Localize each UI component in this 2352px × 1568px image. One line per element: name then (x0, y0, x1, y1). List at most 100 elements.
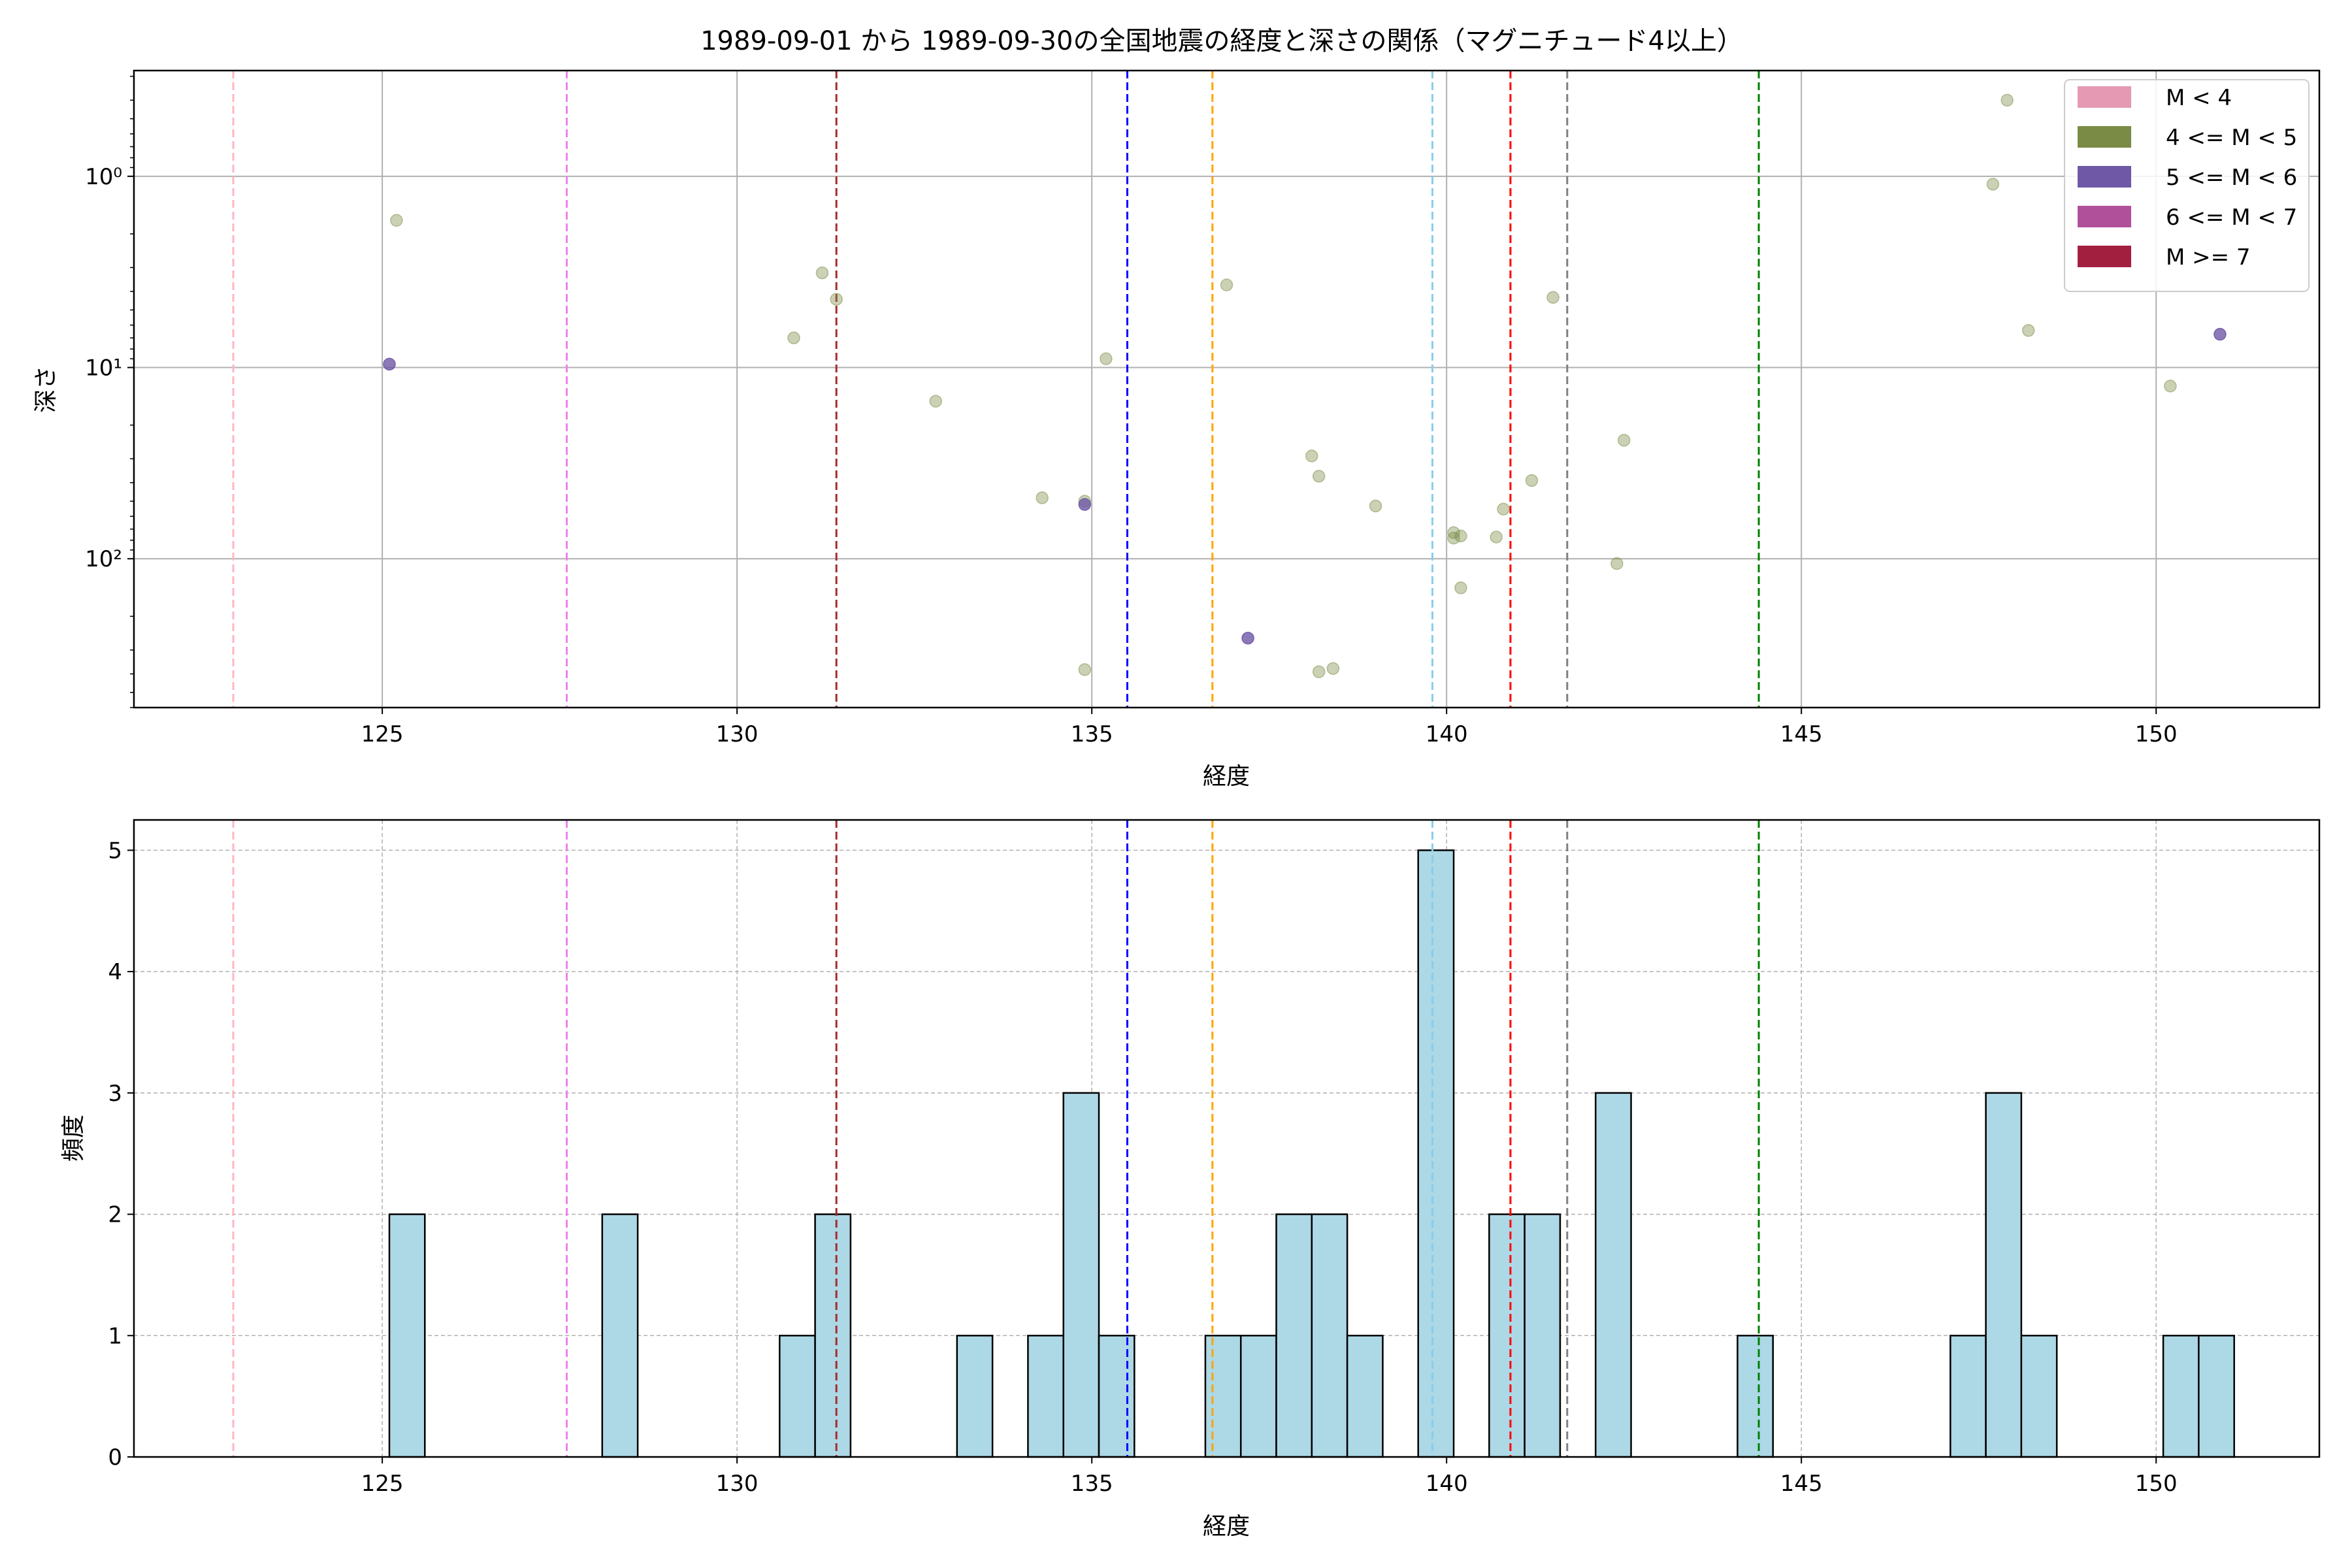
histogram-plot-frame (133, 819, 2321, 1458)
histogram-y-tick-label: 5 (108, 838, 122, 864)
histogram-x-tick-label: 145 (1780, 1471, 1823, 1497)
scatter-point (1610, 557, 1624, 570)
legend-label: 6 <= M < 7 (2166, 204, 2297, 231)
scatter-points (383, 93, 2227, 678)
scatter-point (2213, 327, 2227, 341)
scatter-x-axis-label: 経度 (1203, 763, 1250, 790)
scatter-y-tick-label: 10¹ (85, 355, 122, 382)
histogram-bar (2162, 1335, 2200, 1458)
scatter-point (929, 395, 942, 408)
scatter-point (1312, 470, 1326, 483)
histogram-x-tick-label: 150 (2135, 1471, 2178, 1497)
histogram-x-axis-label: 経度 (1203, 1513, 1250, 1540)
scatter-point (1454, 529, 1467, 543)
scatter-point (2164, 380, 2177, 393)
figure-title: 1989-09-01 から 1989-09-30の全国地震の経度と深さの関係（マ… (700, 26, 1743, 56)
legend-swatch (2078, 126, 2131, 148)
histogram-bar (1275, 1213, 1313, 1458)
histogram-x-tick-label: 140 (1426, 1471, 1468, 1497)
legend-label: M < 4 (2166, 85, 2232, 111)
scatter-point (1326, 662, 1340, 676)
histogram-x-tick-label: 125 (361, 1471, 404, 1497)
scatter-point (1241, 631, 1254, 645)
histogram-bar (814, 1213, 852, 1458)
histogram-x-tick-label: 135 (1071, 1471, 1113, 1497)
scatter-point (390, 214, 403, 227)
scatter-point (1100, 352, 1113, 365)
histogram-bar (1239, 1335, 1277, 1458)
scatter-point (1220, 278, 1233, 291)
scatter-point (1525, 474, 1539, 487)
scatter-x-tick-label: 140 (1426, 721, 1468, 747)
histogram-y-tick-label: 4 (108, 959, 122, 985)
scatter-grid (134, 71, 2319, 708)
histogram-y-ticks: 0 1 2 3 4 5 (108, 838, 134, 1471)
scatter-point (1036, 491, 1049, 504)
histogram-bar (1204, 1335, 1242, 1458)
scatter-point (1305, 449, 1318, 463)
histogram-vlines (232, 820, 1760, 1457)
scatter-y-tick-label: 10² (85, 546, 122, 572)
scatter-point (1490, 531, 1503, 544)
legend: M < 4 4 <= M < 5 5 <= M < 6 6 <= M < 7 M >= … (2064, 79, 2310, 292)
histogram-bars (388, 849, 2235, 1458)
scatter-point (1497, 502, 1510, 515)
histogram-bar (1594, 1092, 1632, 1458)
histogram-bar (1346, 1335, 1384, 1458)
scatter-point (383, 357, 396, 371)
scatter-x-tick-label: 135 (1071, 721, 1113, 747)
histogram-bar (956, 1335, 994, 1458)
legend-label: 5 <= M < 6 (2166, 165, 2297, 191)
scatter-point (1986, 178, 2000, 191)
histogram-y-tick-label: 3 (108, 1081, 122, 1107)
histogram-x-tick-label: 130 (716, 1471, 759, 1497)
legend-items: M < 4 4 <= M < 5 5 <= M < 6 6 <= M < 7 M >= … (2078, 85, 2297, 270)
histogram-bar (1524, 1213, 1561, 1458)
scatter-point (1369, 499, 1382, 513)
histogram-bar (1417, 849, 1455, 1458)
scatter-point (1546, 291, 1560, 304)
histogram-y-tick-label: 0 (108, 1445, 122, 1471)
scatter-x-ticks: 125 130 135 140 145 150 (361, 708, 2178, 747)
scatter-point (815, 266, 829, 280)
legend-swatch (2078, 206, 2131, 227)
histogram-y-axis-label: 頻度 (60, 1115, 87, 1162)
scatter-y-ticks: 10⁰ 10¹ 10² (85, 76, 134, 708)
histogram-y-tick-label: 2 (108, 1202, 122, 1228)
scatter-panel: 125 130 135 140 145 150 10⁰ 10¹ 10² 経度 深さ M < 4… (33, 69, 2321, 790)
legend-swatch (2078, 166, 2131, 188)
histogram-bar (2198, 1335, 2235, 1458)
scatter-plot-frame (133, 69, 2321, 709)
scatter-y-tick-label: 10⁰ (85, 164, 122, 190)
histogram-bar (1488, 1213, 1526, 1458)
histogram-y-tick-label: 1 (108, 1323, 122, 1349)
scatter-point (787, 331, 800, 344)
histogram-bar (1737, 1335, 1774, 1458)
histogram-bar (1311, 1213, 1348, 1458)
histogram-panel: 125 130 135 140 145 150 0 1 2 3 4 5 経度 頻度 (60, 819, 2321, 1540)
histogram-bar (1062, 1092, 1100, 1458)
scatter-point (1312, 665, 1326, 678)
histogram-x-ticks: 125 130 135 140 145 150 (361, 1457, 2178, 1497)
histogram-bar (1985, 1092, 2023, 1458)
scatter-point (2001, 93, 2014, 107)
scatter-point (2021, 324, 2035, 337)
scatter-x-tick-label: 130 (716, 721, 759, 747)
legend-swatch (2078, 86, 2131, 108)
histogram-bar (779, 1335, 816, 1458)
histogram-bar (1098, 1335, 1135, 1458)
histogram-bar (601, 1213, 639, 1458)
legend-swatch (2078, 246, 2131, 267)
scatter-point (1447, 531, 1460, 545)
scatter-y-axis-label: 深さ (33, 366, 59, 413)
scatter-point (1617, 434, 1631, 447)
scatter-x-tick-label: 145 (1780, 721, 1823, 747)
scatter-point (1078, 663, 1092, 676)
histogram-bar (1950, 1335, 1987, 1458)
scatter-point (1454, 581, 1467, 595)
histogram-bar (388, 1213, 426, 1458)
scatter-vlines (232, 71, 1760, 708)
histogram-bar (1027, 1335, 1064, 1458)
legend-label: M >= 7 (2166, 244, 2251, 270)
scatter-point (830, 293, 843, 306)
